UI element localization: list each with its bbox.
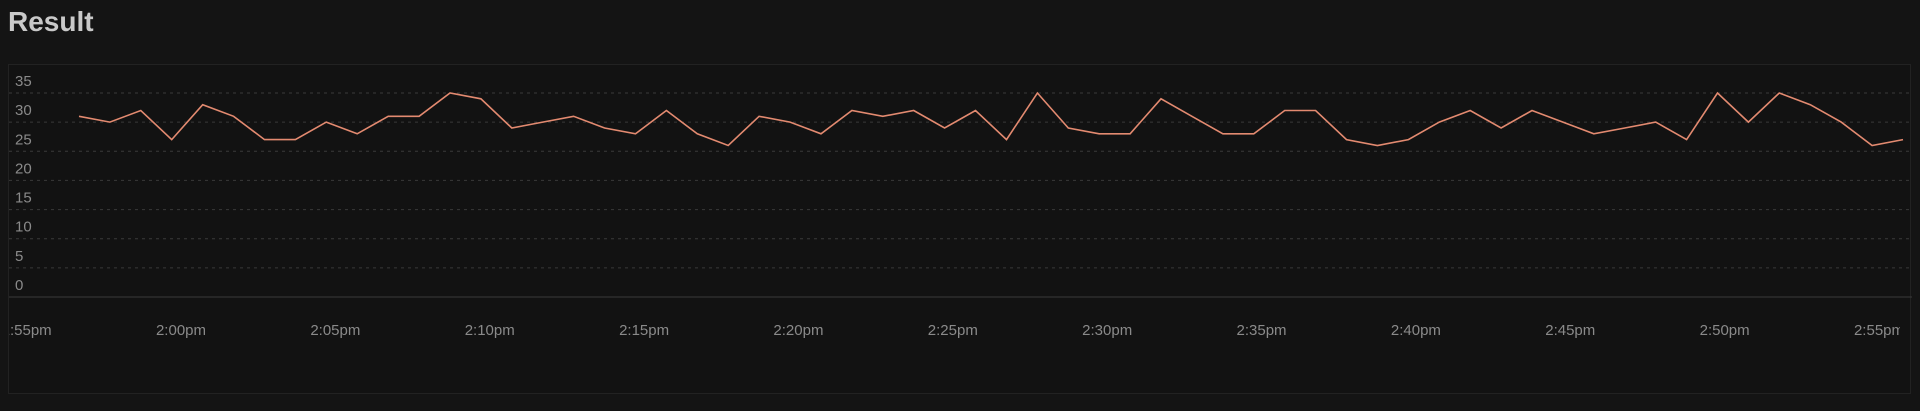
y-tick-label: 10 [15,219,32,236]
x-axis-ticks: 1:55pm 2:00pm 2:05pm 2:10pm 2:15pm 2:20pm 2:25… [9,322,1904,339]
x-tick-label: 2:30pm [1082,322,1132,339]
y-tick-label: 20 [15,160,32,177]
y-tick-label: 5 [15,248,23,265]
page-title: Result [8,6,94,38]
x-tick-label: 2:50pm [1700,322,1750,339]
series-layer [79,93,1903,146]
y-tick-label: 15 [15,190,32,207]
y-tick-label: 30 [15,102,32,119]
chart-panel: 0 5 10 15 20 25 30 35 1:55pm 2:00pm 2:05pm 2:10pm 2… [8,64,1911,394]
line-chart: 0 5 10 15 20 25 30 35 1:55pm 2:00pm 2:05pm 2:10pm 2… [9,65,1912,395]
y-axis-ticks: 0 5 10 15 20 25 30 35 [15,73,32,294]
x-tick-label: 2:55pm [1854,322,1904,339]
x-tick-label: 2:15pm [619,322,669,339]
x-tick-label: 2:40pm [1391,322,1441,339]
x-tick-label: 2:20pm [773,322,823,339]
x-tick-label: 2:00pm [156,322,206,339]
y-tick-label: 25 [15,131,32,148]
x-tick-label: 1:55pm [9,322,52,339]
x-tick-label: 2:05pm [310,322,360,339]
series-line [79,93,1903,146]
x-tick-label: 2:10pm [465,322,515,339]
x-tick-label: 2:45pm [1545,322,1595,339]
y-tick-label: 0 [15,277,23,294]
x-tick-label: 2:35pm [1237,322,1287,339]
y-tick-label: 35 [15,73,32,90]
x-tick-label: 2:25pm [928,322,978,339]
grid-lines [9,93,1912,297]
